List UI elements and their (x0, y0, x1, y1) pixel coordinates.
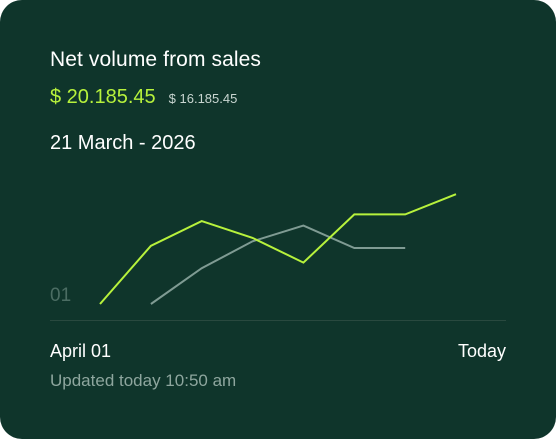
updated-timestamp: Updated today 10:50 am (50, 371, 237, 390)
previous-amount: $ 16.185.45 (168, 91, 238, 106)
x-axis-end-label: Today (457, 341, 506, 361)
chart-baseline-divider (50, 320, 506, 321)
card-title: Net volume from sales (50, 48, 262, 71)
x-axis-start-label: April 01 (50, 341, 112, 361)
y-axis-tick-label: 01 (50, 285, 72, 306)
series-line-1 (99, 193, 457, 305)
sales-line-chart (99, 193, 457, 305)
amount-row: $ 20.185.45 $ 16.185.45 (50, 86, 237, 109)
series-line-2 (150, 224, 406, 305)
period-label: 21 March - 2026 (50, 132, 196, 154)
current-amount: $ 20.185.45 (50, 86, 156, 108)
